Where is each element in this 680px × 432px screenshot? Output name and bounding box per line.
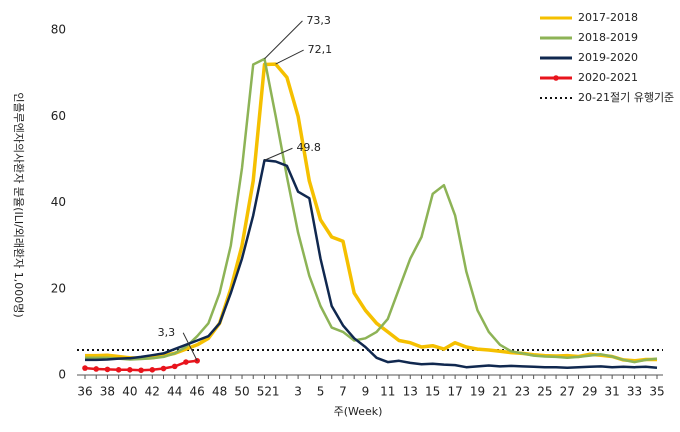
annotation-leader (264, 147, 293, 161)
x-tick-label: 36 (77, 385, 92, 399)
x-tick-label: 40 (122, 385, 137, 399)
x-tick-label: 48 (212, 385, 227, 399)
x-tick-label: 27 (560, 385, 575, 399)
x-tick-label: 13 (403, 385, 418, 399)
legend-label: 20-21절기 유행기준 (578, 91, 674, 104)
annotation-label: 49.8 (296, 141, 321, 154)
series-marker (104, 366, 111, 373)
legend-label: 2018-2019 (578, 31, 638, 44)
y-tick-label: 40 (51, 195, 66, 209)
x-tick-label: 46 (190, 385, 205, 399)
annotation-leader (275, 49, 304, 65)
annotation-label: 73,3 (306, 14, 331, 27)
legend-label: 2020-2021 (578, 71, 638, 84)
x-tick-label: 3 (294, 385, 302, 399)
x-tick-label: 31 (604, 385, 619, 399)
series-marker (160, 365, 167, 372)
x-tick-label: 42 (145, 385, 160, 399)
x-tick-label: 5 (317, 385, 325, 399)
x-tick-label: 11 (380, 385, 395, 399)
series-marker (93, 366, 100, 372)
x-tick-label: 21 (492, 385, 507, 399)
x-tick-label: 50 (234, 385, 249, 399)
legend-marker (553, 75, 559, 81)
x-tick-label: 25 (537, 385, 552, 399)
y-tick-label: 20 (51, 281, 66, 295)
x-tick-label: 38 (100, 385, 115, 399)
series-marker (127, 367, 133, 373)
x-axis-label: 주(Week) (334, 405, 383, 418)
x-tick-label: 19 (470, 385, 485, 399)
x-tick-label: 9 (362, 385, 370, 399)
series-line (85, 57, 658, 364)
annotation-leader (182, 332, 198, 361)
series-line (85, 158, 658, 369)
series-marker (138, 367, 144, 374)
annotation-label: 72,1 (308, 43, 333, 56)
annotation-leader (264, 20, 303, 60)
series-marker (183, 359, 189, 365)
x-tick-label: 44 (167, 385, 182, 399)
y-axis-label: 인플루엔자의사환자 분율(ILI/외래환자 1,000명) (12, 92, 25, 317)
x-tick-label: 35 (649, 385, 664, 399)
x-tick-label: 15 (425, 385, 440, 399)
x-tick-label: 7 (339, 385, 347, 399)
legend-label: 2017-2018 (578, 11, 638, 24)
y-tick-label: 80 (51, 23, 66, 37)
x-tick-label: 23 (515, 385, 530, 399)
annotation-label: 3,3 (158, 326, 176, 339)
y-tick-label: 0 (58, 368, 66, 382)
series-marker (82, 365, 88, 371)
series-marker (171, 363, 178, 370)
x-tick-label: 52 (257, 385, 272, 399)
x-tick-label: 1 (272, 385, 280, 399)
x-tick-label: 29 (582, 385, 597, 399)
series-line (85, 62, 657, 363)
y-tick-label: 60 (51, 109, 66, 123)
series-marker (149, 367, 156, 373)
legend-label: 2019-2020 (578, 51, 638, 64)
x-tick-label: 33 (627, 385, 642, 399)
series-marker (115, 367, 122, 373)
x-tick-label: 17 (447, 385, 462, 399)
